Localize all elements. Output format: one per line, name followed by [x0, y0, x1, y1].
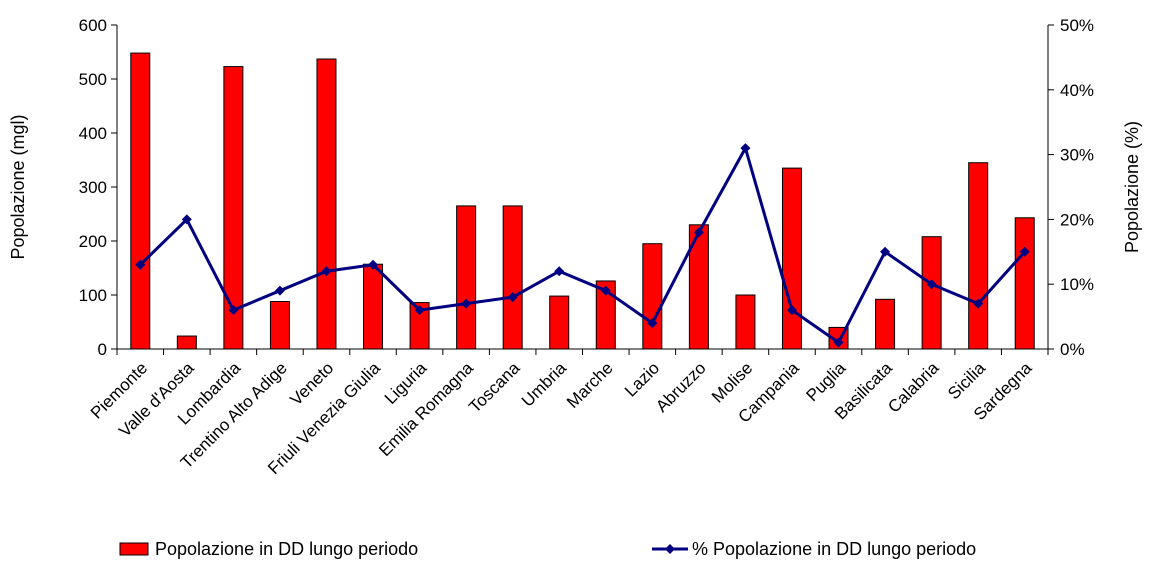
right-tick-label: 40% [1060, 81, 1094, 100]
x-ticks [116, 349, 1049, 355]
line-point [181, 214, 192, 225]
left-y-ticks: 0 100 200 300 400 500 600 [79, 16, 117, 359]
category-label: Marche [563, 358, 617, 412]
right-tick-label: 10% [1060, 275, 1094, 294]
bar [130, 52, 151, 350]
y-axis-title-right: Popolazione (%) [1122, 121, 1142, 253]
left-tick-label: 300 [79, 178, 107, 197]
right-tick-label: 50% [1060, 16, 1094, 35]
bars-layer [130, 52, 1035, 350]
line-point [1019, 246, 1030, 257]
legend-bar-label: Popolazione in DD lungo periodo [155, 539, 418, 559]
line-point [647, 318, 658, 329]
line-point [926, 279, 937, 290]
category-label: Toscana [465, 358, 524, 417]
left-tick-label: 500 [79, 70, 107, 89]
line-point [554, 266, 565, 277]
left-tick-label: 200 [79, 232, 107, 251]
line-point [600, 285, 611, 296]
line-point [973, 298, 984, 309]
bar [502, 205, 523, 350]
bar [269, 300, 290, 350]
bar [642, 243, 663, 350]
bar [176, 335, 197, 350]
line-point [228, 305, 239, 316]
bar [549, 295, 570, 350]
left-tick-label: 100 [79, 286, 107, 305]
line-point [833, 337, 844, 348]
category-label: Sicilia [944, 358, 989, 403]
percent-line [139, 146, 1026, 345]
line-point [507, 292, 518, 303]
bar [1014, 217, 1035, 350]
bar [875, 298, 896, 350]
left-tick-label: 400 [79, 124, 107, 143]
bar [363, 263, 384, 350]
bar [456, 205, 477, 350]
left-tick-label: 600 [79, 16, 107, 35]
right-y-ticks: 0% 10% 20% 30% 40% 50% [1048, 16, 1094, 359]
line-point [135, 259, 146, 270]
legend-line-marker [665, 544, 675, 554]
right-tick-label: 0% [1060, 340, 1085, 359]
bar [316, 58, 337, 350]
right-tick-label: 20% [1060, 210, 1094, 229]
legend-line-label: % Popolazione in DD lungo periodo [692, 539, 976, 559]
line-point [693, 227, 704, 238]
bar [921, 236, 942, 350]
bar [735, 294, 756, 350]
bar [781, 167, 802, 350]
line-layer [135, 143, 1030, 348]
y-axis-title-left: Popolazione (mgl) [8, 114, 28, 259]
category-label: Umbria [518, 358, 571, 411]
category-label: Abruzzo [652, 358, 710, 416]
right-tick-label: 30% [1060, 146, 1094, 165]
bar [968, 162, 989, 350]
line-point [880, 246, 891, 257]
line-point [321, 266, 332, 277]
category-label: Lazio [621, 358, 663, 400]
legend: Popolazione in DD lungo periodo % Popola… [119, 539, 976, 559]
line-point [740, 143, 751, 154]
left-tick-label: 0 [98, 340, 107, 359]
line-point [786, 305, 797, 316]
line-point [414, 305, 425, 316]
line-point [368, 259, 379, 270]
legend-bar-swatch [119, 542, 149, 556]
category-label: Calabria [884, 358, 943, 417]
line-point [461, 298, 472, 309]
line-point [274, 285, 285, 296]
